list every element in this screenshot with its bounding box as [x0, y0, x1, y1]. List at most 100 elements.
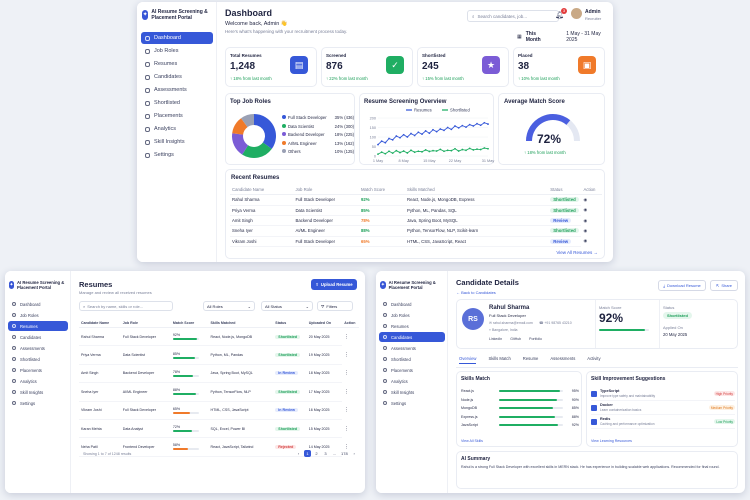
data-point-resumes	[435, 130, 438, 133]
match-bar	[172, 393, 199, 396]
sidebar-item-job-roles[interactable]: Job Roles	[379, 310, 445, 320]
upload-resume-button[interactable]: ⇪ Upload Resume	[311, 279, 357, 290]
sidebar-item-resumes[interactable]: Resumes	[379, 321, 445, 331]
download-resume-button[interactable]: ⤓ Download Resume	[658, 280, 706, 291]
prev-page-button[interactable]: ‹	[297, 451, 300, 456]
sidebar-item-assessments[interactable]: Assessments	[379, 343, 445, 353]
sidebar-item-assessments[interactable]: Assessments	[141, 84, 213, 96]
table-row[interactable]: Priya Verma Data Scientist 85% Python, ML, …	[230, 205, 602, 216]
view-all-resumes-link[interactable]: View All Resumes →	[556, 250, 598, 255]
stat-delta: ↑ 15% from last month	[422, 76, 464, 81]
sidebar-item-assessments[interactable]: Assessments	[8, 343, 68, 353]
sidebar-item-candidates[interactable]: Candidates	[379, 332, 445, 342]
share-button[interactable]: ⇱ Share	[710, 280, 738, 291]
table-row[interactable]: Amit Singh Backend Developer 78% Java, Spri…	[230, 215, 602, 227]
skill-bar	[499, 390, 563, 393]
table-row[interactable]: Rahul Sharma Full Stack Developer 92% React…	[230, 194, 602, 206]
page-button[interactable]: 1	[304, 450, 311, 457]
search-icon: ⌕	[83, 303, 86, 309]
search-input[interactable]: ⌕ Search by name, skills or role...	[79, 301, 173, 311]
link-portfolio[interactable]: Portfolio	[529, 337, 542, 341]
sidebar-item-settings[interactable]: Settings	[141, 149, 213, 161]
sidebar-item-label: Skill Insights	[154, 139, 185, 145]
tab-skills-match[interactable]: Skills Match	[488, 356, 511, 361]
legend-label-resumes: Resumes	[414, 108, 432, 113]
table-row[interactable]: Rahul Sharma Full Stack Developer 92% React…	[79, 327, 359, 347]
sidebar-item-job-roles[interactable]: Job Roles	[8, 310, 68, 320]
table-row[interactable]: Amit Singh Backend Developer 78% Java, Spri…	[79, 364, 359, 384]
sidebar-item-resumes[interactable]: Resumes	[8, 321, 68, 331]
table-row[interactable]: Priya Verma Data Scientist 85% Python, ML, …	[79, 345, 359, 365]
sidebar-item-analytics[interactable]: Analytics	[379, 376, 445, 386]
sidebar-item-dashboard[interactable]: Dashboard	[141, 32, 213, 44]
sidebar-item-shortlisted[interactable]: Shortlisted	[8, 354, 68, 364]
more-icon[interactable]: ⋮	[344, 352, 350, 359]
notification-badge: 3	[561, 8, 567, 14]
view-learning-link[interactable]: View Learning Resources	[591, 439, 632, 443]
sidebar-item-placements[interactable]: Placements	[379, 365, 445, 375]
skill-row: Node.js 90%	[461, 396, 579, 405]
sidebar-item-shortlisted[interactable]: Shortlisted	[379, 354, 445, 364]
page-button[interactable]: 2	[315, 451, 318, 456]
tab-activity[interactable]: Activity	[587, 356, 601, 361]
search-input[interactable]: ⌕ Search candidates, job...	[467, 10, 559, 22]
tab-assessments[interactable]: Assessments	[550, 356, 576, 361]
more-icon[interactable]: ⋮	[344, 370, 350, 377]
more-icon[interactable]: ⋮	[344, 333, 350, 340]
sidebar-item-skill-insights[interactable]: Skill Insights	[379, 387, 445, 397]
eye-icon[interactable]: ◉	[583, 238, 588, 244]
skill-value: 92%	[571, 423, 579, 428]
role-filter-select[interactable]: All Roles ⌄	[203, 301, 255, 311]
tab-overview[interactable]: Overview	[459, 356, 477, 364]
date-filter[interactable]: ▦ This Month 1 May - 31 May 2025	[517, 31, 613, 43]
table-row[interactable]: Sneha Iyer AI/ML Engineer 88% Python, Tenso…	[79, 382, 359, 402]
sidebar-item-dashboard[interactable]: Dashboard	[8, 299, 68, 309]
sidebar-item-dashboard[interactable]: Dashboard	[379, 299, 445, 309]
sidebar-item-analytics[interactable]: Analytics	[8, 376, 68, 386]
sidebar-item-candidates[interactable]: Candidates	[8, 332, 68, 342]
sidebar-item-settings[interactable]: Settings	[379, 398, 445, 408]
sidebar-item-candidates[interactable]: Candidates	[141, 71, 213, 83]
status-filter-select[interactable]: All Status ⌄	[261, 301, 313, 311]
bell-icon[interactable]: 🔔︎	[555, 12, 564, 19]
sidebar-item-shortlisted[interactable]: Shortlisted	[141, 97, 213, 109]
sidebar-item-placements[interactable]: Placements	[141, 110, 213, 122]
table-row[interactable]: Vikram Joshi Full Stack Developer 65% HTML,…	[230, 236, 602, 248]
brand-name: AI Resume Screening & Placement Portal	[388, 280, 436, 290]
eye-icon[interactable]: ◉	[583, 207, 588, 213]
link-github[interactable]: GitHub	[510, 337, 522, 341]
view-all-skills-link[interactable]: View All Skills	[461, 439, 483, 443]
gauge-fill	[526, 114, 571, 142]
eye-icon[interactable]: ◉	[583, 197, 588, 202]
sidebar-item-skill-insights[interactable]: Skill Insights	[8, 387, 68, 397]
data-point-shortlisted	[388, 150, 390, 153]
tab-resume[interactable]: Resume	[522, 356, 539, 361]
table-row[interactable]: Neha Patil Frontend Developer 58% React, Ja…	[79, 437, 359, 457]
next-page-button[interactable]: ›	[353, 451, 355, 456]
sidebar-item-skill-insights[interactable]: Skill Insights	[141, 136, 213, 148]
page-button[interactable]: ...	[332, 451, 337, 456]
sidebar-item-job-roles[interactable]: Job Roles	[141, 45, 213, 57]
page-button[interactable]: 178	[341, 451, 348, 456]
more-icon[interactable]: ⋮	[344, 443, 350, 450]
dashboard-icon	[145, 35, 150, 41]
table-row[interactable]: Karan Mehta Data Analyst 72% SQL, Excel, Po…	[79, 419, 359, 439]
sidebar-item-settings[interactable]: Settings	[8, 398, 68, 408]
filters-button[interactable]: ⛛ Filters	[317, 301, 353, 311]
eye-icon[interactable]: ◉	[583, 217, 588, 223]
sidebar-item-label: Shortlisted	[154, 100, 180, 106]
page-button[interactable]: 3	[324, 451, 327, 456]
back-link[interactable]: ← Back to Candidates	[456, 290, 496, 295]
table-row[interactable]: Vikram Joshi Full Stack Developer 65% HTML,…	[79, 401, 359, 420]
data-point-resumes	[479, 124, 482, 127]
link-linkedin[interactable]: LinkedIn	[489, 337, 503, 341]
more-icon[interactable]: ⋮	[344, 407, 350, 414]
avatar[interactable]	[571, 8, 582, 19]
table-row[interactable]: Sneha Iyer AI/ML Engineer 88% Python, Tenso…	[230, 225, 602, 237]
more-icon[interactable]: ⋮	[344, 425, 350, 432]
sidebar-item-resumes[interactable]: Resumes	[141, 58, 213, 70]
sidebar-item-placements[interactable]: Placements	[8, 365, 68, 375]
more-icon[interactable]: ⋮	[344, 388, 350, 395]
eye-icon[interactable]: ◉	[583, 227, 588, 233]
sidebar-item-analytics[interactable]: Analytics	[141, 123, 213, 135]
